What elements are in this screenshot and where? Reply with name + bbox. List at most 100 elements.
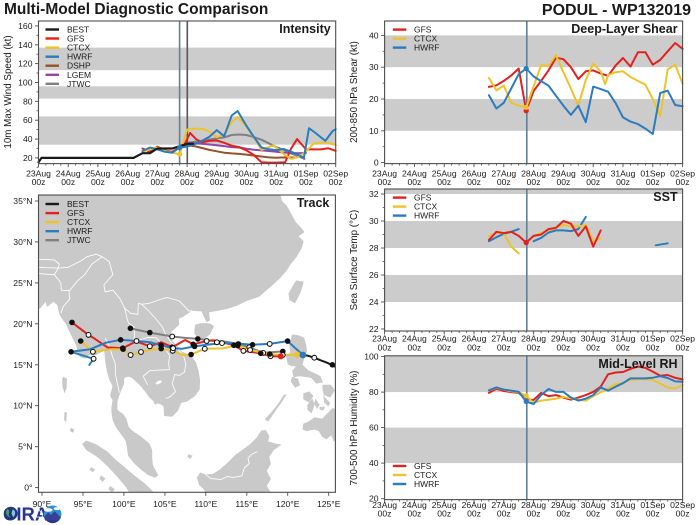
svg-text:100: 100 [18,78,33,88]
svg-text:80: 80 [369,387,379,397]
svg-text:32: 32 [369,189,379,199]
svg-text:Sea Surface Temp (°C): Sea Surface Temp (°C) [349,210,360,311]
svg-text:00z: 00z [467,343,481,353]
svg-text:30Aug: 30Aug [581,169,606,179]
svg-text:26Aug: 26Aug [115,169,140,179]
svg-text:31Aug: 31Aug [611,500,636,510]
svg-text:29Aug: 29Aug [551,169,576,179]
svg-text:01Sep: 01Sep [294,169,319,179]
svg-text:GFS: GFS [67,34,85,44]
svg-text:00z: 00z [527,177,541,187]
svg-text:00z: 00z [407,509,421,519]
svg-text:15°N: 15°N [13,360,32,370]
svg-text:00z: 00z [467,509,481,519]
svg-text:01Sep: 01Sep [640,334,665,344]
svg-text:GFS: GFS [414,461,432,471]
svg-text:24: 24 [369,297,379,307]
svg-text:100: 100 [364,352,379,362]
svg-text:00z: 00z [378,177,392,187]
svg-text:00z: 00z [378,509,392,519]
svg-text:00z: 00z [646,177,660,187]
svg-text:GFS: GFS [67,208,85,218]
svg-text:CTCX: CTCX [414,34,437,44]
svg-text:DSHP: DSHP [67,61,91,71]
svg-text:700-500 hPa Humidity (%): 700-500 hPa Humidity (%) [349,371,360,486]
svg-text:00z: 00z [150,177,164,187]
svg-text:10°N: 10°N [13,401,32,411]
svg-text:5°N: 5°N [18,442,32,452]
svg-text:26: 26 [369,270,379,280]
svg-text:29Aug: 29Aug [551,500,576,510]
svg-text:00z: 00z [299,177,313,187]
svg-text:00z: 00z [676,343,690,353]
svg-text:CTCX: CTCX [414,202,437,212]
svg-text:GFS: GFS [414,193,432,203]
svg-text:105°E: 105°E [153,499,177,509]
svg-text:10m Max Wind Speed (kt): 10m Max Wind Speed (kt) [3,35,14,148]
svg-text:HWRF: HWRF [67,52,93,62]
svg-text:31Aug: 31Aug [264,169,289,179]
svg-text:120: 120 [18,59,33,69]
svg-text:Deep-Layer Shear: Deep-Layer Shear [571,22,677,36]
svg-text:00z: 00z [556,509,570,519]
svg-text:00z: 00z [586,343,600,353]
svg-text:0: 0 [374,158,379,168]
svg-text:28Aug: 28Aug [521,169,546,179]
svg-text:40: 40 [369,458,379,468]
svg-text:110°E: 110°E [194,499,217,509]
svg-text:00z: 00z [646,343,660,353]
svg-text:Track: Track [297,196,330,210]
svg-text:00z: 00z [329,177,343,187]
svg-text:02Sep: 02Sep [670,334,695,344]
svg-text:28Aug: 28Aug [175,169,200,179]
svg-text:00z: 00z [210,177,224,187]
svg-text:JTWC: JTWC [67,79,91,89]
svg-text:00z: 00z [497,509,511,519]
svg-text:BEST: BEST [67,199,89,209]
svg-text:JTWC: JTWC [67,235,91,245]
svg-text:25Aug: 25Aug [432,169,457,179]
svg-text:00z: 00z [437,177,451,187]
svg-text:CTCX: CTCX [67,43,90,53]
svg-text:23Aug: 23Aug [372,169,397,179]
svg-text:00z: 00z [497,177,511,187]
svg-text:24Aug: 24Aug [56,169,81,179]
svg-text:25Aug: 25Aug [432,500,457,510]
svg-text:24Aug: 24Aug [402,500,427,510]
svg-text:27Aug: 27Aug [491,169,516,179]
svg-text:00z: 00z [378,343,392,353]
svg-text:00z: 00z [616,343,630,353]
svg-text:27Aug: 27Aug [145,169,170,179]
svg-text:00z: 00z [407,177,421,187]
svg-text:26Aug: 26Aug [462,500,487,510]
svg-text:31Aug: 31Aug [611,169,636,179]
svg-text:00z: 00z [556,343,570,353]
svg-text:90°E: 90°E [33,499,52,509]
svg-text:35°N: 35°N [13,196,32,206]
svg-text:02Sep: 02Sep [670,169,695,179]
svg-text:00z: 00z [121,177,135,187]
svg-text:00z: 00z [437,343,451,353]
svg-text:23Aug: 23Aug [372,334,397,344]
svg-text:30Aug: 30Aug [581,500,606,510]
svg-text:30°N: 30°N [13,237,32,247]
svg-text:Multi-Model Diagnostic Compari: Multi-Model Diagnostic Comparison [4,1,268,18]
svg-text:200-850 hPa Shear (kt): 200-850 hPa Shear (kt) [349,41,360,143]
svg-text:29Aug: 29Aug [551,334,576,344]
svg-text:0°: 0° [24,483,32,493]
svg-text:00z: 00z [407,343,421,353]
svg-text:02Sep: 02Sep [323,169,348,179]
svg-text:24Aug: 24Aug [402,169,427,179]
svg-text:24Aug: 24Aug [402,334,427,344]
svg-text:23Aug: 23Aug [26,169,51,179]
svg-text:26Aug: 26Aug [462,169,487,179]
svg-text:25°N: 25°N [13,278,32,288]
svg-text:00z: 00z [180,177,194,187]
svg-text:PODUL - WP132019: PODUL - WP132019 [542,2,691,19]
svg-text:01Sep: 01Sep [640,500,665,510]
svg-text:GFS: GFS [414,25,432,35]
svg-text:26Aug: 26Aug [462,334,487,344]
svg-text:00z: 00z [646,509,660,519]
svg-text:100°E: 100°E [112,499,136,509]
svg-text:00z: 00z [586,509,600,519]
